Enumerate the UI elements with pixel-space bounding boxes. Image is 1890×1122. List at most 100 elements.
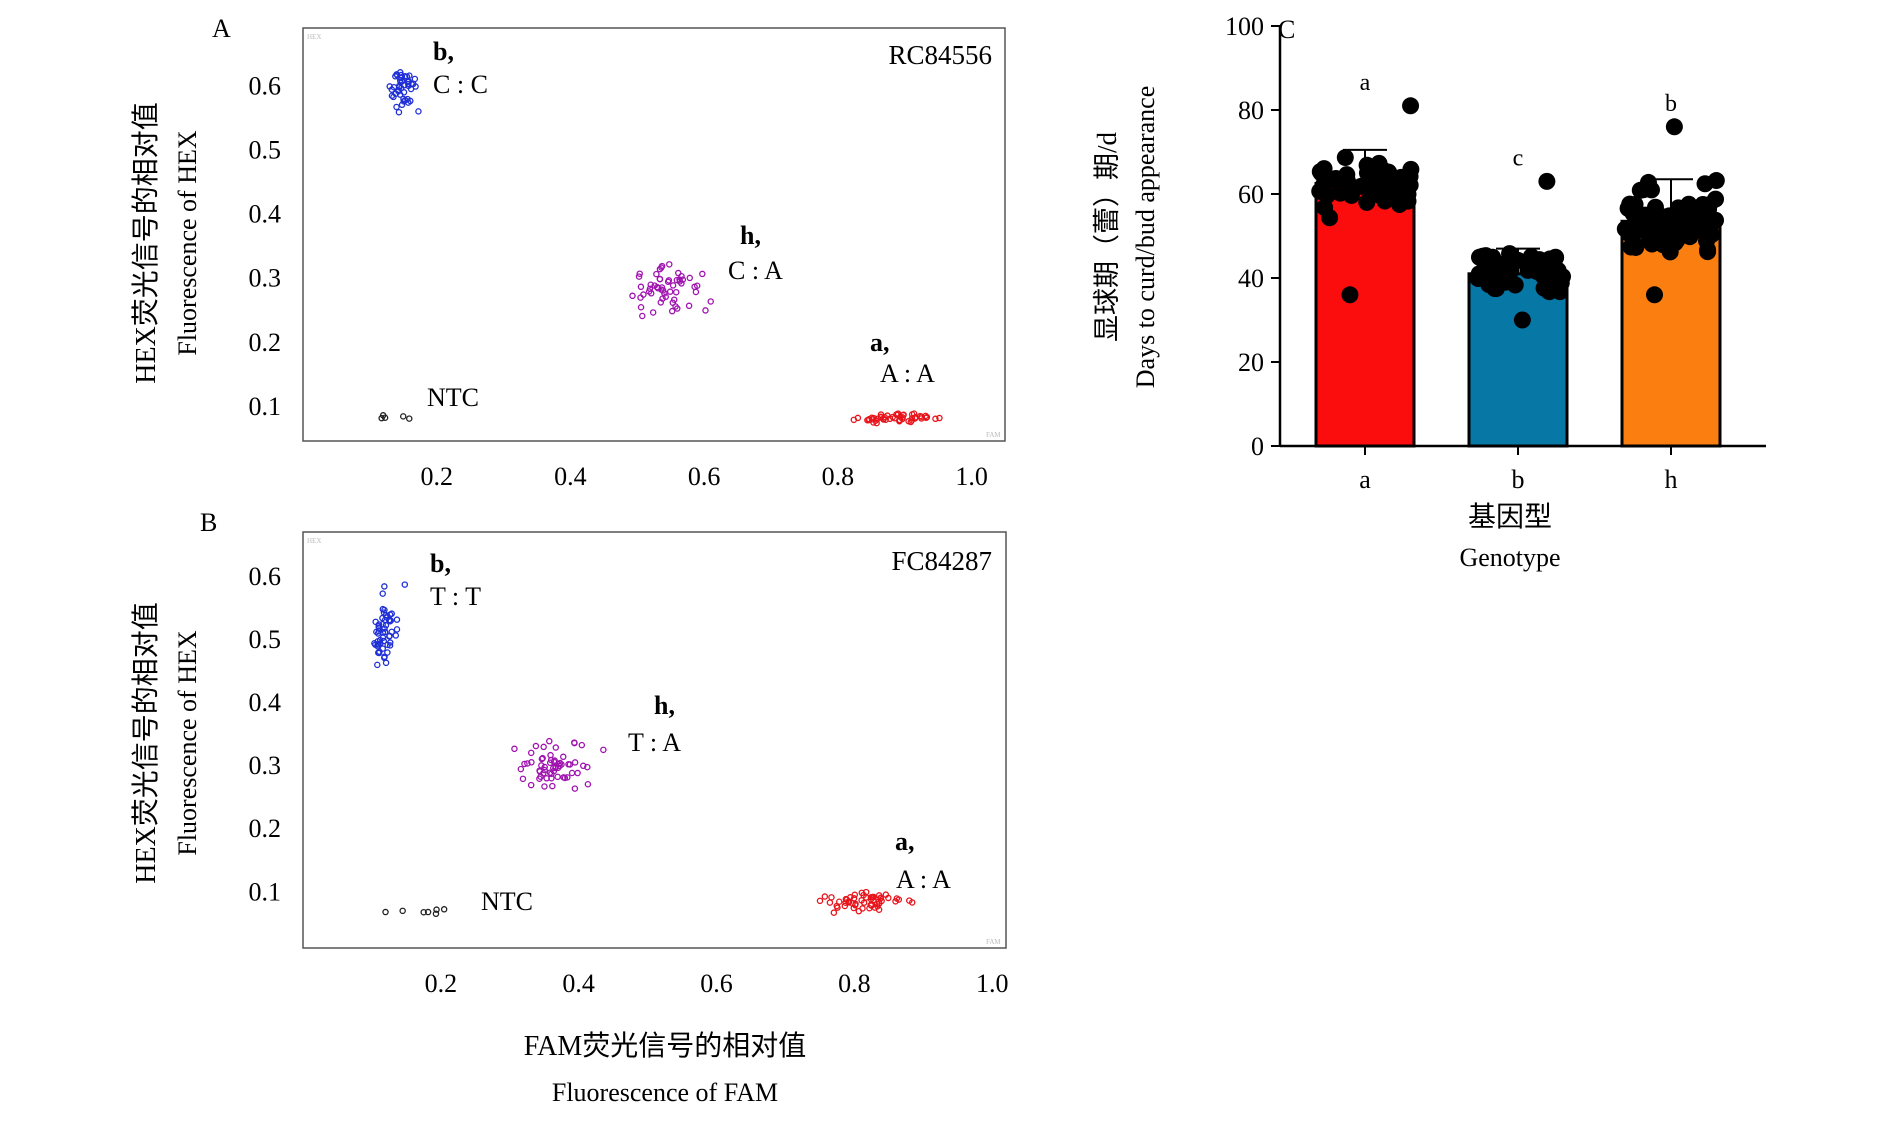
panel-c-ylabel-cn: 显球期（蕾）期/d: [1092, 132, 1122, 343]
panel-b-point: [384, 649, 391, 656]
panel-a-point: [877, 414, 885, 421]
panel-a-y-ticks: 0.1 0.2 0.3 0.4 0.5 0.6: [249, 72, 282, 421]
panel-b-point: [550, 767, 558, 775]
panel-a-cluster-a-genotype: A : A: [880, 359, 935, 388]
panel-b-y-ticks: 0.1 0.2 0.3 0.4 0.5 0.6: [249, 562, 282, 906]
panel-b-point: [571, 759, 579, 766]
panel-b-corner-hex: HEX: [307, 537, 321, 545]
panel-c-xlabel-en: Genotype: [1459, 543, 1560, 572]
panel-a-point: [629, 292, 636, 300]
panel-c-significance-letter: a: [1360, 70, 1371, 96]
panel-b-point: [380, 637, 388, 645]
x-label-cn: FAM荧光信号的相对值: [524, 1030, 807, 1062]
panel-b-point: [870, 893, 878, 901]
panel-b-point: [546, 769, 554, 776]
panel-b-marker-name: FC84287: [891, 546, 992, 576]
panel-a-cluster-h-label: h,: [740, 221, 761, 250]
panel-c-xlabel-cn: 基因型: [1468, 501, 1552, 533]
panel-a-point: [398, 101, 406, 109]
panel-a-point: [657, 299, 665, 306]
panel-b-point: [834, 904, 841, 911]
panel-a-point: [664, 278, 672, 286]
panel-a-point: [669, 282, 677, 289]
panel-b-point: [826, 899, 834, 906]
panel-a-point: [415, 108, 422, 115]
panel-c-significance: a c b: [1360, 70, 1677, 172]
panel-c-x-tick-label: h: [1665, 465, 1678, 494]
panel-b-point: [541, 763, 548, 771]
panel-b-x-tick-label: 1.0: [976, 969, 1009, 998]
panel-c-point: [1315, 160, 1333, 178]
panel-b-point: [546, 737, 553, 745]
panel-c-point: [1678, 226, 1696, 244]
panel-a-frame: [302, 27, 1006, 442]
panel-b-point: [877, 894, 884, 902]
panel-b-point: [540, 743, 547, 751]
panel-b-point: [548, 775, 555, 782]
panel-a-point: [635, 273, 643, 280]
panel-c-point: [1547, 248, 1565, 266]
panel-a-point: [659, 287, 667, 294]
panel-a-point: [896, 416, 904, 424]
panel-c-point: [1399, 185, 1417, 203]
panel-b-point: [521, 760, 528, 768]
panel-a-point: [685, 302, 693, 310]
panel-b-y-tick-label: 0.6: [249, 562, 282, 591]
panel-b-points: [371, 581, 916, 918]
y-label-en-b: Fluorescence of HEX: [173, 630, 202, 855]
panel-a-cluster-h-genotype: C : A: [728, 256, 783, 285]
panel-b-point: [381, 625, 388, 632]
panel-a-point: [401, 81, 408, 89]
panel-b-point: [386, 611, 394, 618]
panel-c-point: [1358, 193, 1376, 211]
panel-a-point: [399, 413, 407, 420]
panel-b-point: [579, 762, 587, 770]
panel-b-point: [554, 773, 561, 781]
panel-b-point: [851, 891, 859, 899]
panel-b-point: [858, 897, 865, 904]
panel-b-cluster-b-label: b,: [430, 549, 451, 578]
panel-b-y-tick-label: 0.1: [249, 877, 282, 906]
panel-b-point: [374, 661, 381, 669]
panel-b-point: [584, 763, 591, 771]
panel-a-point: [672, 288, 680, 296]
panel-b-point: [878, 897, 885, 905]
panel-b-point: [552, 744, 560, 751]
panel-b-point: [528, 759, 535, 766]
panel-b-point: [568, 769, 576, 777]
panel-c-point: [1538, 172, 1556, 190]
panel-b-point: [380, 609, 388, 616]
y-label-cn-b: HEX荧光信号的相对值: [130, 602, 162, 884]
panel-b-point: [539, 754, 546, 762]
panel-a-point: [673, 276, 681, 284]
panel-b-point: [842, 899, 849, 906]
panel-c-point: [1627, 237, 1645, 255]
panel-a-point: [396, 84, 403, 91]
panel-a-point: [678, 272, 685, 280]
panel-a-point: [381, 414, 389, 422]
panel-a-point: [405, 78, 413, 85]
panel-a-point: [669, 299, 677, 306]
panel-c-y-ticks: 0 20 40 60 80 100: [1225, 12, 1280, 461]
panel-c-point: [1513, 311, 1531, 329]
panel-a-scatter: HEX FAM RC84556 0.2 0.4 0.6 0.8 1.0 0.10.20.…: [249, 27, 1006, 491]
panel-b-point: [835, 898, 843, 906]
panel-a-point: [407, 85, 415, 93]
panel-c-point: [1342, 186, 1360, 204]
panel-c-point: [1530, 251, 1548, 269]
panel-b-x-tick-label: 0.6: [700, 969, 733, 998]
panel-a-y-tick-label: 0.4: [249, 200, 282, 229]
panel-b-x-tick-label: 0.8: [838, 969, 871, 998]
y-label-en-a: Fluorescence of HEX: [173, 130, 202, 355]
panel-c-point: [1469, 270, 1487, 288]
panel-c-point: [1327, 169, 1345, 187]
panel-c-point: [1621, 195, 1639, 213]
panel-b-point: [858, 889, 866, 897]
panel-c-y-tick-label: 100: [1225, 12, 1264, 41]
panel-b-point: [387, 617, 394, 624]
panel-b-y-tick-label: 0.2: [249, 814, 282, 843]
panel-b-point: [540, 770, 547, 777]
panel-a-point: [406, 415, 413, 422]
panel-b-point: [524, 760, 531, 767]
panel-b-point: [379, 605, 387, 613]
